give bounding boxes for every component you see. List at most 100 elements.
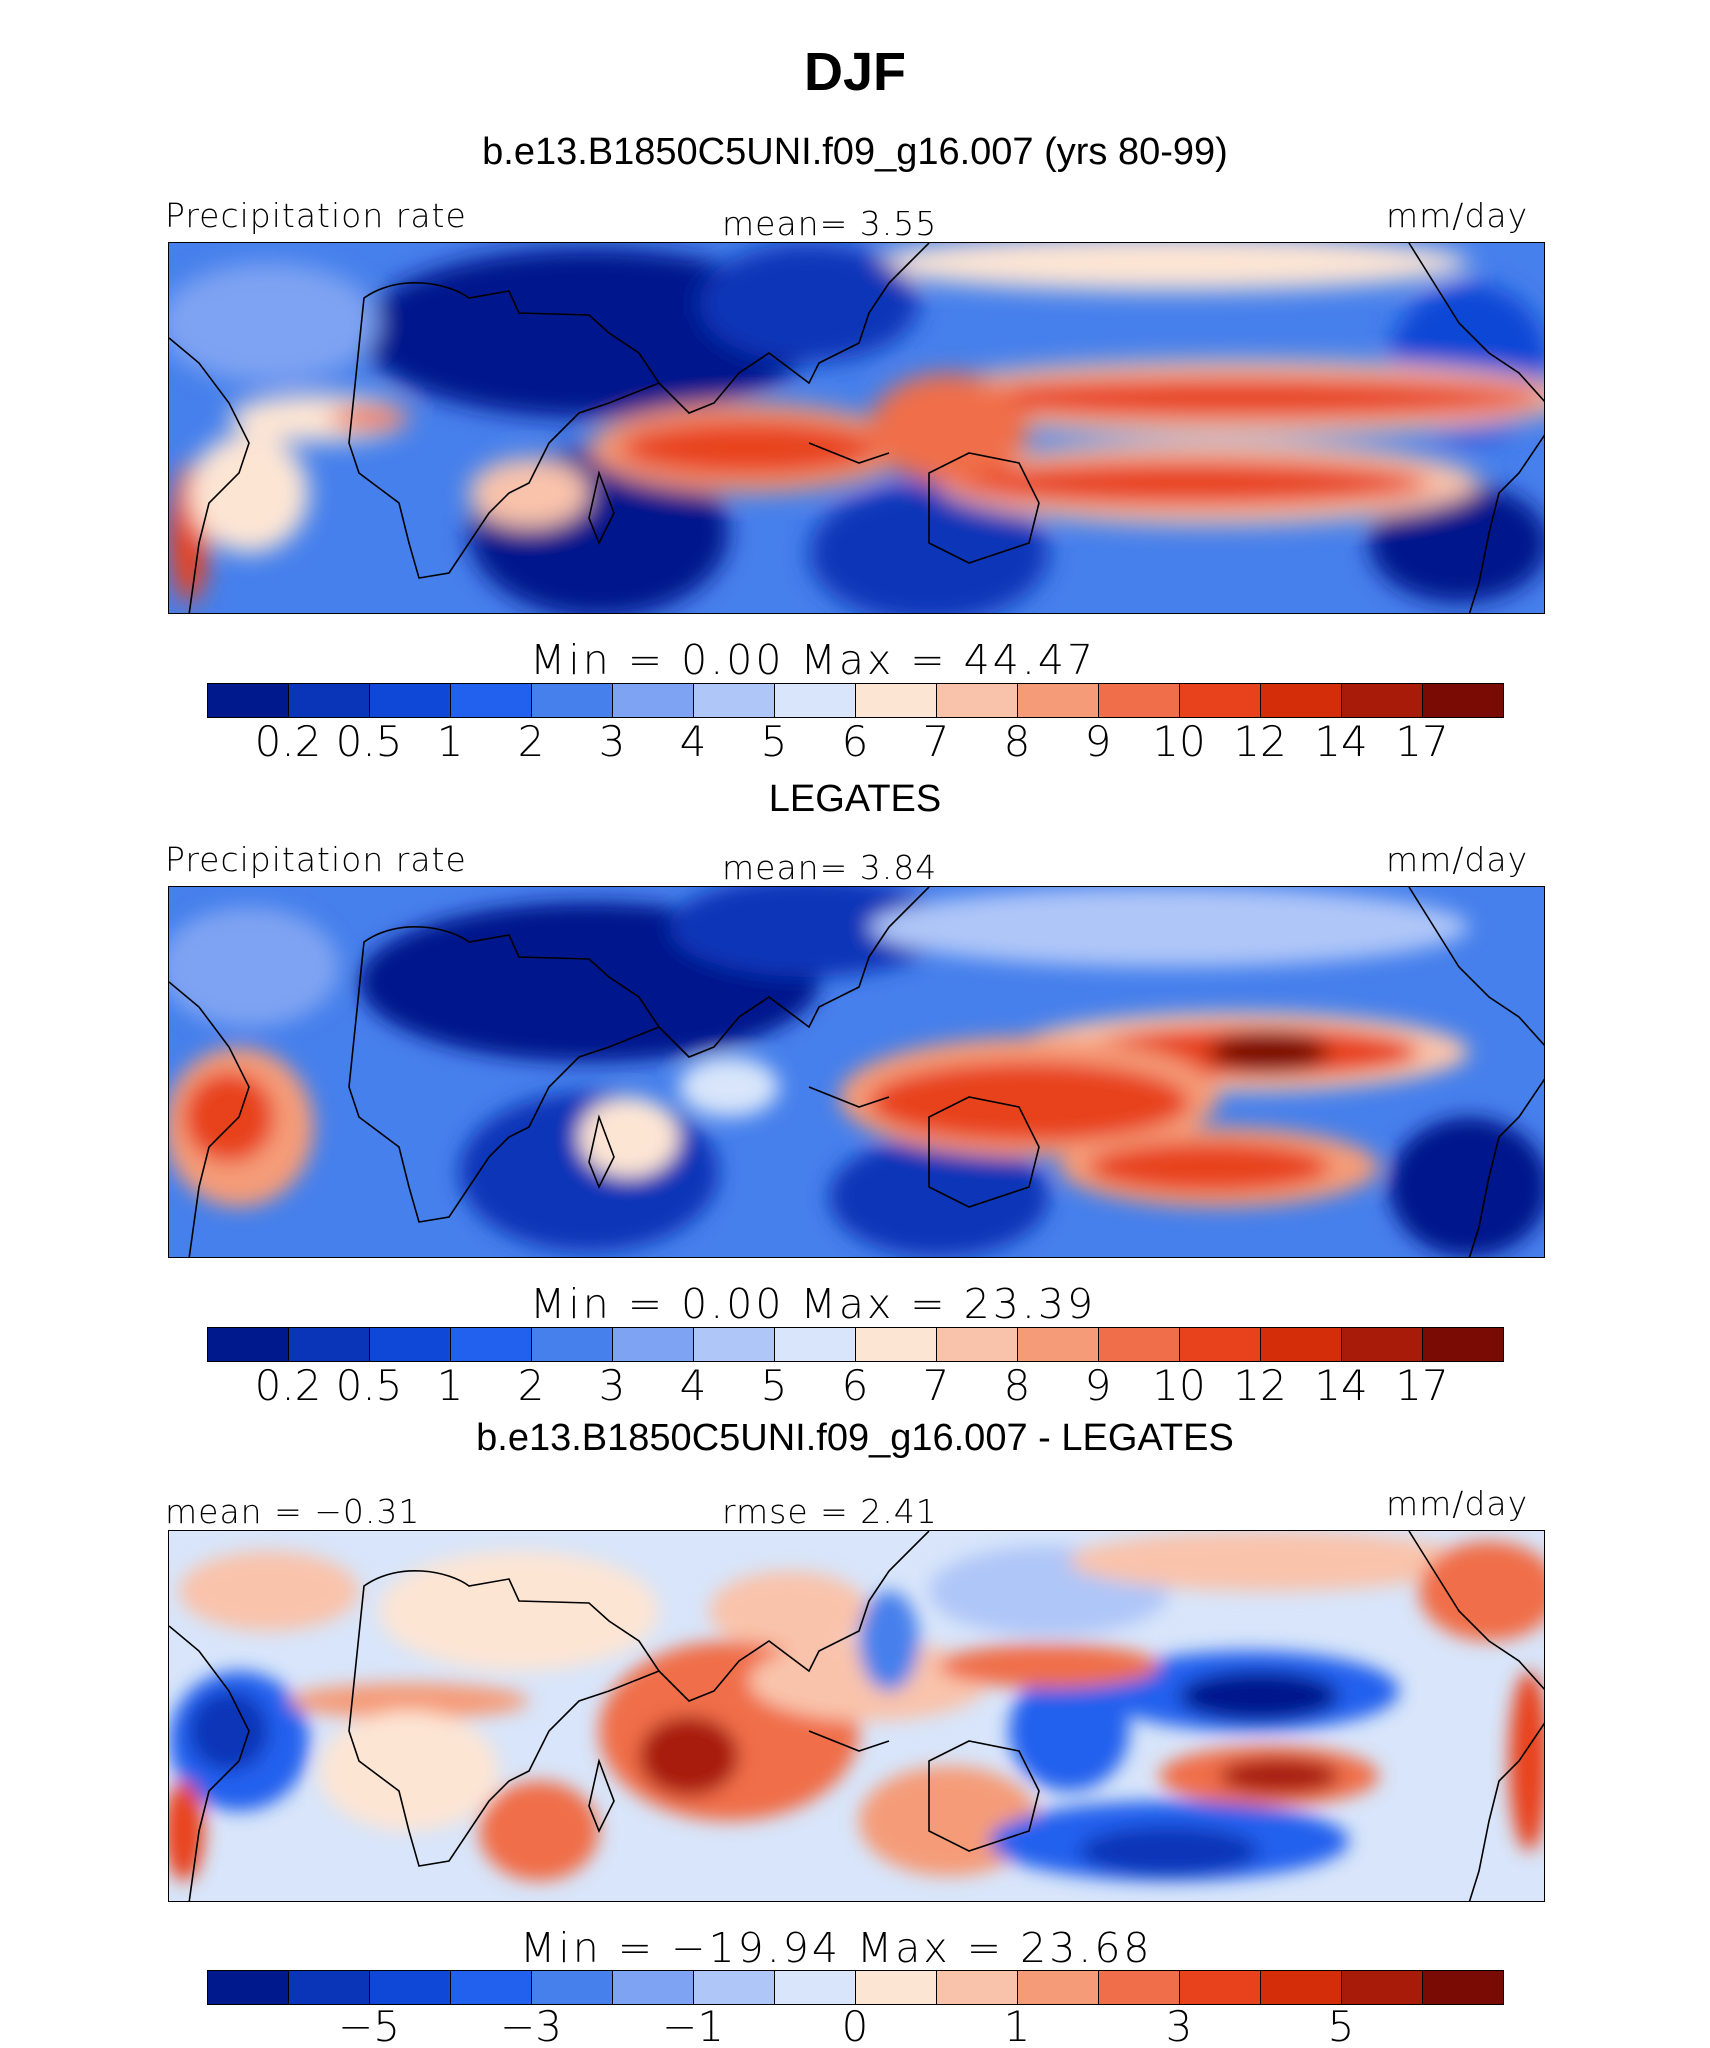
colorbar-bin <box>208 1328 289 1361</box>
colorbar-bin <box>1423 684 1503 717</box>
panel1-tick: 6 <box>841 717 869 766</box>
panel2-variable-label: Precipitation rate <box>165 840 467 879</box>
panel1-tick: 2 <box>517 717 545 766</box>
panel2-tick: 1 <box>436 1361 464 1410</box>
panel2-tick: 3 <box>598 1361 626 1410</box>
colorbar-bin <box>1342 684 1423 717</box>
panel2-units-label: mm/day <box>1386 840 1529 879</box>
panel2-tick: 0.5 <box>335 1361 403 1410</box>
colorbar-bin <box>208 684 289 717</box>
colorbar-bin <box>1180 684 1261 717</box>
obs-title: LEGATES <box>768 778 942 820</box>
panel1-minmax: Min = 0.00 Max = 44.47 <box>530 636 1097 684</box>
panel1-colorbar <box>207 683 1504 718</box>
panel1-tick: 0.2 <box>254 717 322 766</box>
colorbar-bin <box>208 1971 289 2004</box>
colorbar-bin <box>1423 1328 1503 1361</box>
panel2-tick: 2 <box>517 1361 545 1410</box>
case-title: b.e13.B1850C5UNI.f09_g16.007 (yrs 80-99) <box>482 131 1228 173</box>
panel3-map <box>168 1530 1545 1902</box>
panel1-tick: 9 <box>1084 717 1112 766</box>
diff-title: b.e13.B1850C5UNI.f09_g16.007 - LEGATES <box>476 1417 1234 1459</box>
colorbar-bin <box>1018 684 1099 717</box>
colorbar-bin <box>775 1971 856 2004</box>
panel1-tick: 14 <box>1314 717 1368 766</box>
panel3-colorbar <box>207 1970 1504 2005</box>
panel3-tick: −3 <box>500 2002 562 2048</box>
colorbar-bin <box>1099 684 1180 717</box>
season-title: DJF <box>803 42 906 102</box>
panel3-minmax: Min = −19.94 Max = 23.68 <box>520 1924 1153 1972</box>
panel1-tick: 17 <box>1395 717 1449 766</box>
panel1-mean-label: mean= 3.55 <box>722 204 938 243</box>
colorbar-bin <box>856 1971 937 2004</box>
colorbar-bin <box>289 1971 370 2004</box>
colorbar-bin <box>451 684 532 717</box>
panel2-tick: 4 <box>679 1361 707 1410</box>
panel1-map <box>168 242 1545 614</box>
panel1-variable-label: Precipitation rate <box>165 196 467 235</box>
panel2-tick: 5 <box>760 1361 788 1410</box>
colorbar-bin <box>1261 1971 1342 2004</box>
panel2-map <box>168 886 1545 1258</box>
panel3-tick: −5 <box>338 2002 400 2048</box>
panel1-tick: 5 <box>760 717 788 766</box>
panel2-tick: 10 <box>1152 1361 1206 1410</box>
panel3-units-label: mm/day <box>1386 1484 1529 1523</box>
colorbar-bin <box>937 1328 1018 1361</box>
colorbar-bin <box>613 1328 694 1361</box>
colorbar-bin <box>937 684 1018 717</box>
colorbar-bin <box>613 1971 694 2004</box>
colorbar-bin <box>775 1328 856 1361</box>
panel2-tick: 8 <box>1003 1361 1031 1410</box>
panel2-tick: 17 <box>1395 1361 1449 1410</box>
panel3-tick: 0 <box>841 2002 869 2048</box>
colorbar-bin <box>289 684 370 717</box>
colorbar-bin <box>1099 1971 1180 2004</box>
colorbar-bin <box>451 1328 532 1361</box>
colorbar-bin <box>694 1328 775 1361</box>
panel2-tick: 0.2 <box>254 1361 322 1410</box>
panel2-tick: 9 <box>1084 1361 1112 1410</box>
colorbar-bin <box>1423 1971 1503 2004</box>
panel3-tick: 1 <box>1003 2002 1031 2048</box>
panel1-tick: 10 <box>1152 717 1206 766</box>
panel3-tick: −1 <box>662 2002 724 2048</box>
panel2-mean-label: mean= 3.84 <box>722 848 938 887</box>
colorbar-bin <box>856 1328 937 1361</box>
panel1-tick: 12 <box>1233 717 1287 766</box>
panel2-colorbar <box>207 1327 1504 1362</box>
colorbar-bin <box>532 684 613 717</box>
panel3-mean-label: mean = −0.31 <box>165 1492 421 1531</box>
colorbar-bin <box>370 1328 451 1361</box>
colorbar-bin <box>1180 1971 1261 2004</box>
panel2-tick: 14 <box>1314 1361 1368 1410</box>
colorbar-bin <box>451 1971 532 2004</box>
panel3-tick: 3 <box>1165 2002 1193 2048</box>
colorbar-bin <box>1342 1328 1423 1361</box>
colorbar-bin <box>1180 1328 1261 1361</box>
colorbar-bin <box>532 1328 613 1361</box>
colorbar-bin <box>694 1971 775 2004</box>
colorbar-bin <box>937 1971 1018 2004</box>
panel1-tick: 3 <box>598 717 626 766</box>
colorbar-bin <box>1018 1971 1099 2004</box>
panel3-tick: 5 <box>1327 2002 1355 2048</box>
colorbar-bin <box>370 684 451 717</box>
colorbar-bin <box>1342 1971 1423 2004</box>
panel2-tick: 12 <box>1233 1361 1287 1410</box>
colorbar-bin <box>856 684 937 717</box>
colorbar-bin <box>1099 1328 1180 1361</box>
panel1-units-label: mm/day <box>1386 196 1529 235</box>
colorbar-bin <box>1261 1328 1342 1361</box>
panel3-rmse-label: rmse = 2.41 <box>722 1492 938 1531</box>
colorbar-bin <box>370 1971 451 2004</box>
colorbar-bin <box>289 1328 370 1361</box>
panel2-tick: 6 <box>841 1361 869 1410</box>
panel1-tick: 1 <box>436 717 464 766</box>
colorbar-bin <box>694 684 775 717</box>
colorbar-bin <box>613 684 694 717</box>
panel1-tick: 8 <box>1003 717 1031 766</box>
colorbar-bin <box>775 684 856 717</box>
